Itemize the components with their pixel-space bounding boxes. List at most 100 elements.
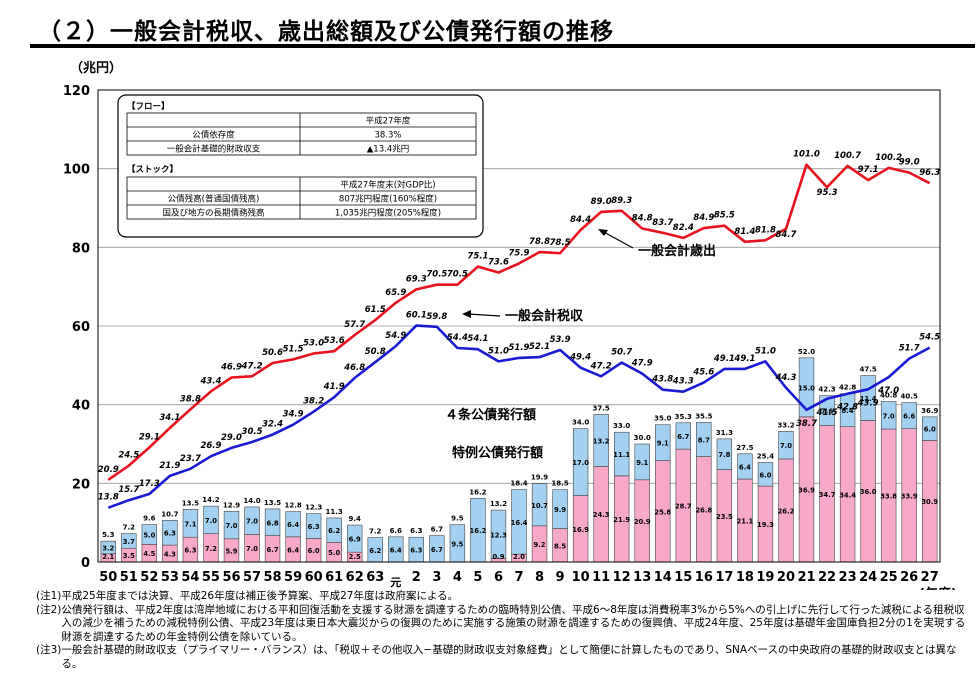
deficit-bond-label: 6.0 xyxy=(308,547,320,555)
construction-bond-bar xyxy=(305,513,322,539)
construction-bond-bar xyxy=(121,533,137,549)
y-tick-label: 120 xyxy=(63,84,90,99)
expenditure-value: 97.1 xyxy=(858,165,879,175)
construction-bond-bar xyxy=(901,402,917,429)
x-tick-label: 61 xyxy=(325,570,343,585)
expenditure-value: 53.0 xyxy=(303,339,324,349)
bond-total-label: 18.4 xyxy=(510,480,527,488)
construction-bond-label: 6.2 xyxy=(369,547,381,555)
expenditure-value: 34.1 xyxy=(159,413,180,423)
tax-value: 47.2 xyxy=(590,361,612,371)
construction-bond-label: 6.4 xyxy=(390,546,402,554)
expenditure-value: 100.7 xyxy=(834,151,861,161)
expenditure-arrowhead xyxy=(598,229,608,236)
x-tick-label: 27 xyxy=(921,570,939,585)
bond-total-label: 6.6 xyxy=(390,527,403,535)
expenditure-value: 83.7 xyxy=(652,218,673,228)
bond-total-label: 52.0 xyxy=(798,348,815,356)
y-tick-label: 20 xyxy=(72,477,90,492)
tax-value: 51.0 xyxy=(488,346,509,356)
x-tick-label: 12 xyxy=(613,570,631,585)
deficit-bond-label: 8.5 xyxy=(554,542,566,550)
deficit-bond-label: 2.0 xyxy=(513,553,525,561)
bond-total-label: 9.4 xyxy=(349,515,362,523)
construction-bond-bar xyxy=(880,401,897,430)
deficit-bond-label: 25.8 xyxy=(654,508,671,516)
bond-total-label: 42.3 xyxy=(818,386,835,394)
tax-value: 50.8 xyxy=(365,347,386,357)
expenditure-value: 84.4 xyxy=(570,215,591,225)
x-tick-label: 58 xyxy=(264,570,282,585)
x-tick-label: 55 xyxy=(202,570,220,585)
construction-bond-label: 6.0 xyxy=(759,471,771,479)
bond-total-label: 6.3 xyxy=(410,527,423,535)
x-tick-label: 15 xyxy=(674,570,692,585)
bond-total-label: 34.0 xyxy=(572,419,589,427)
tax-value: 23.7 xyxy=(180,454,201,464)
construction-bond-bar xyxy=(141,524,158,545)
y-axis-title: （兆円） xyxy=(70,60,122,76)
bond-total-label: 18.5 xyxy=(551,480,568,488)
construction-bond-label: 7.0 xyxy=(780,442,792,450)
expenditure-value: 84.8 xyxy=(632,213,653,223)
tax-value: 30.5 xyxy=(242,427,263,437)
expenditure-value: 75.1 xyxy=(467,252,488,262)
construction-bond-label: 7.0 xyxy=(205,517,217,525)
construction-bond-label: 16.2 xyxy=(470,527,487,535)
x-tick-label: 56 xyxy=(222,570,240,585)
tax-value: 29.0 xyxy=(221,433,242,443)
tax-value: 13.8 xyxy=(98,493,119,503)
flow-table-frame xyxy=(126,112,477,156)
bond-total-label: 11.3 xyxy=(326,508,343,516)
bond-total-label: 5.3 xyxy=(102,531,115,539)
construction-bond-label: 16.4 xyxy=(511,519,528,527)
tax-value: 54.5 xyxy=(919,333,940,343)
note-1-label: (注1) xyxy=(36,590,62,602)
construction-bond-bar xyxy=(798,357,815,418)
deficit-bond-label: 16.9 xyxy=(572,526,589,534)
tax-arrow xyxy=(467,313,501,317)
stock-table-frame xyxy=(126,176,477,220)
tax-value: 54.9 xyxy=(385,331,406,341)
bond-total-label: 42.8 xyxy=(839,384,856,392)
x-tick-label: 16 xyxy=(695,570,713,585)
construction-bond-bar xyxy=(613,431,630,477)
deficit-bond-label: 6.4 xyxy=(287,546,299,554)
construction-bond-bar xyxy=(778,431,794,460)
bond-total-label: 36.9 xyxy=(921,407,938,415)
expenditure-value: 89.0 xyxy=(591,197,612,207)
tax-value: 42.8 xyxy=(836,403,858,413)
tax-value: 44.3 xyxy=(774,373,796,383)
construction-bond-bar xyxy=(819,395,835,426)
expenditure-value: 101.0 xyxy=(793,150,820,160)
construction-bond-label: 6.0 xyxy=(924,426,936,434)
construction-bond-label: 6.7 xyxy=(677,433,689,441)
expenditure-value: 96.3 xyxy=(919,168,940,178)
note-2: (注2) 公債発行額は、平成2年度は湾岸地域における平和回復活動を支援する財源を… xyxy=(36,604,971,645)
x-tick-label: 25 xyxy=(880,570,898,585)
construction-bond-bar xyxy=(675,422,691,450)
chart: 3.22.1 5.3 3.7 3.5 7.2 5.0 4.5 9.6 6.3 4.3 10.7 7.1… xyxy=(63,60,957,590)
construction-bond-label: 11.1 xyxy=(613,451,630,459)
deficit-bond-label: 3.5 xyxy=(123,552,135,560)
deficit-bond-label: 20.9 xyxy=(634,518,651,526)
tax-value: 49.4 xyxy=(569,353,591,363)
expenditure-line xyxy=(107,163,931,481)
construction-bond-label: 15.0 xyxy=(798,384,815,392)
page-title: （２）一般会計税収、歳出総額及び公債発行額の推移 xyxy=(38,19,614,45)
tax-value: 43.3 xyxy=(672,377,694,387)
construction-bond-bar xyxy=(162,520,178,546)
bond-total-label: 47.5 xyxy=(859,366,876,374)
tax-value: 49.1 xyxy=(713,354,735,364)
inset-box xyxy=(117,94,484,238)
notes: (注1) 平成25年度までは決算、平成26年度は補正後予算案、平成27年度は政府… xyxy=(36,590,971,671)
construction-bond-label: 6.3 xyxy=(410,547,422,555)
construction-bond-label: 6.6 xyxy=(903,413,915,421)
deficit-bond-label: 5.9 xyxy=(225,547,237,555)
construction-bond-label: 6.3 xyxy=(164,530,176,538)
construction-bond-bar xyxy=(511,489,527,555)
tax-value: 45.6 xyxy=(692,368,714,378)
bond-total-label: 33.0 xyxy=(613,422,630,430)
deficit-bond-label: 7.2 xyxy=(205,545,217,553)
